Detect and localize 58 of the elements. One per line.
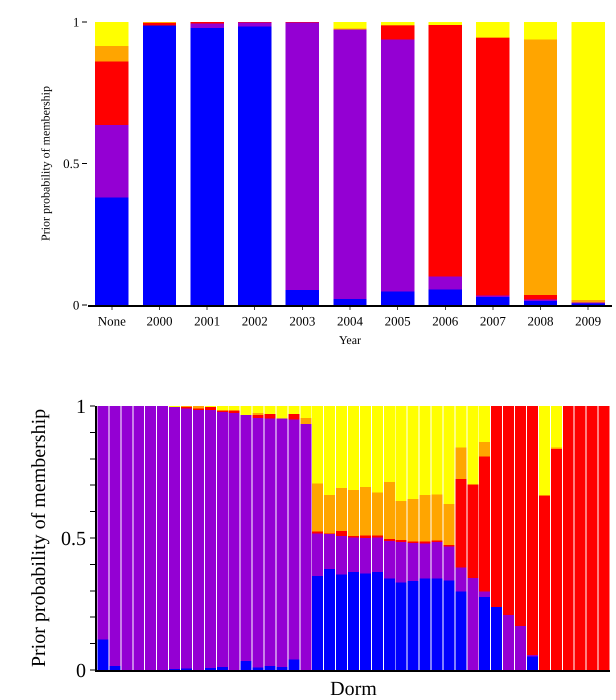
bar: [380, 39, 414, 292]
y-tick-label: 0.5: [63, 156, 80, 172]
bar: [476, 38, 510, 296]
y-axis-title: Prior probability of membership: [28, 408, 50, 668]
x-axis-title: Year: [338, 333, 362, 347]
bar: [286, 22, 320, 290]
bar: [572, 300, 605, 302]
x-axis-title: Dorm: [330, 678, 378, 700]
bar: [428, 276, 462, 290]
bar: [238, 26, 272, 305]
y-tick-label: 0.5: [61, 528, 86, 550]
x-tick-label: 2001: [194, 314, 220, 329]
y-tick-label: 1: [72, 14, 80, 30]
y-tick-label: 0: [76, 660, 86, 682]
y-axis-title: Prior probability of membership: [38, 86, 52, 241]
bar: [524, 22, 558, 40]
x-tick-label: 2005: [384, 314, 411, 329]
x-tick-label: 2006: [432, 314, 459, 329]
bar: [95, 125, 128, 198]
bar: [572, 22, 605, 300]
x-tick-label: 2002: [242, 314, 268, 329]
bar: [333, 299, 367, 305]
bar: [428, 24, 462, 277]
bar: [95, 22, 128, 46]
bar: [190, 28, 224, 305]
x-tick-label: 2009: [575, 314, 602, 329]
x-tick-label: 2003: [289, 314, 316, 329]
bar: [428, 22, 462, 25]
bar: [238, 22, 272, 26]
bar: [526, 656, 538, 670]
x-tick-label: 2007: [480, 314, 506, 329]
bar: [380, 291, 414, 305]
x-tick-label: 2000: [146, 314, 172, 329]
bar: [142, 26, 176, 305]
bar: [190, 24, 224, 28]
bar: [524, 294, 558, 300]
bar: [300, 418, 312, 424]
bar: [455, 447, 466, 479]
x-tick-label: 2004: [337, 314, 364, 329]
bar: [476, 296, 510, 305]
bar: [288, 414, 300, 420]
bar: [380, 22, 414, 25]
bar: [333, 29, 367, 300]
x-tick-label: 2008: [528, 314, 554, 329]
bar: [476, 22, 510, 37]
bar: [333, 22, 367, 29]
x-tick-label: None: [98, 314, 126, 329]
bar: [479, 442, 490, 457]
bar: [95, 197, 128, 305]
y-tick-label: 1: [76, 396, 86, 418]
bar: [286, 290, 320, 305]
bar: [95, 62, 128, 126]
bar: [524, 39, 558, 295]
bar: [428, 289, 462, 305]
bar: [380, 26, 414, 40]
bar: [524, 300, 558, 305]
y-tick-label: 0: [72, 298, 80, 313]
bar: [95, 46, 128, 62]
